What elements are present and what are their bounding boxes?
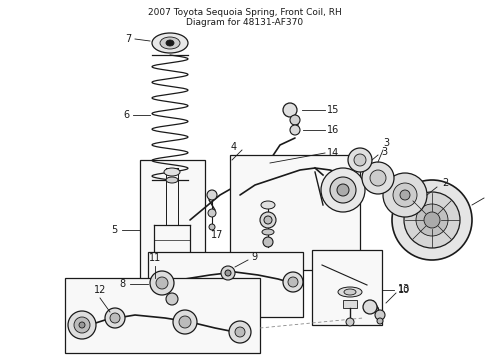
Bar	[343, 300, 357, 308]
Circle shape	[290, 125, 300, 135]
Text: 7: 7	[125, 34, 131, 44]
Circle shape	[173, 310, 197, 334]
Circle shape	[105, 308, 125, 328]
Circle shape	[235, 327, 245, 337]
Text: 1: 1	[489, 190, 490, 200]
Circle shape	[400, 190, 410, 200]
Text: 4: 4	[231, 142, 237, 152]
Ellipse shape	[261, 201, 275, 209]
Circle shape	[179, 316, 191, 328]
Text: 16: 16	[327, 125, 339, 135]
Bar	[148, 252, 303, 317]
Circle shape	[337, 184, 349, 196]
Circle shape	[150, 271, 174, 295]
Text: 12: 12	[94, 285, 106, 295]
Text: 3: 3	[383, 138, 389, 148]
Circle shape	[225, 270, 231, 276]
Circle shape	[370, 170, 386, 186]
Circle shape	[263, 237, 273, 247]
Circle shape	[377, 318, 383, 324]
Circle shape	[424, 212, 440, 228]
Text: 5: 5	[111, 225, 117, 235]
Circle shape	[393, 183, 417, 207]
Circle shape	[260, 212, 276, 228]
Text: 6: 6	[123, 110, 129, 120]
Circle shape	[363, 300, 377, 314]
Text: 2007 Toyota Sequoia Spring, Front Coil, RH: 2007 Toyota Sequoia Spring, Front Coil, …	[148, 8, 342, 17]
Circle shape	[290, 115, 300, 125]
Circle shape	[68, 311, 96, 339]
Circle shape	[208, 209, 216, 217]
Circle shape	[283, 103, 297, 117]
Text: 17: 17	[211, 230, 223, 240]
Text: 13: 13	[398, 284, 410, 294]
Text: 3: 3	[381, 147, 387, 157]
Text: Diagram for 48131-AF370: Diagram for 48131-AF370	[186, 18, 304, 27]
Circle shape	[288, 277, 298, 287]
Circle shape	[330, 177, 356, 203]
Circle shape	[79, 322, 85, 328]
Circle shape	[221, 266, 235, 280]
Circle shape	[110, 313, 120, 323]
Bar	[140, 160, 205, 300]
Circle shape	[321, 168, 365, 212]
Circle shape	[416, 204, 448, 236]
Circle shape	[264, 216, 272, 224]
Bar	[312, 250, 382, 325]
Text: 15: 15	[327, 105, 339, 115]
Circle shape	[404, 192, 460, 248]
Circle shape	[375, 310, 385, 320]
Text: 11: 11	[149, 253, 161, 263]
Text: 9: 9	[251, 252, 257, 262]
Circle shape	[392, 180, 472, 260]
Ellipse shape	[166, 40, 174, 46]
Circle shape	[156, 277, 168, 289]
Circle shape	[354, 154, 366, 166]
Circle shape	[346, 318, 354, 326]
Circle shape	[209, 224, 215, 230]
Circle shape	[207, 190, 217, 200]
Ellipse shape	[344, 289, 356, 295]
Bar	[230, 155, 360, 270]
Circle shape	[229, 321, 251, 343]
Text: 8: 8	[119, 279, 125, 289]
Circle shape	[362, 162, 394, 194]
Text: 2: 2	[442, 178, 448, 188]
Circle shape	[383, 173, 427, 217]
Bar	[65, 278, 260, 353]
Ellipse shape	[152, 33, 188, 53]
Circle shape	[166, 293, 178, 305]
Circle shape	[348, 148, 372, 172]
Ellipse shape	[262, 229, 274, 235]
Ellipse shape	[338, 287, 362, 297]
Ellipse shape	[160, 37, 180, 49]
Circle shape	[74, 317, 90, 333]
Text: 14: 14	[327, 148, 339, 158]
Text: 10: 10	[398, 285, 410, 295]
Circle shape	[283, 272, 303, 292]
Ellipse shape	[164, 168, 180, 176]
Ellipse shape	[166, 177, 178, 183]
